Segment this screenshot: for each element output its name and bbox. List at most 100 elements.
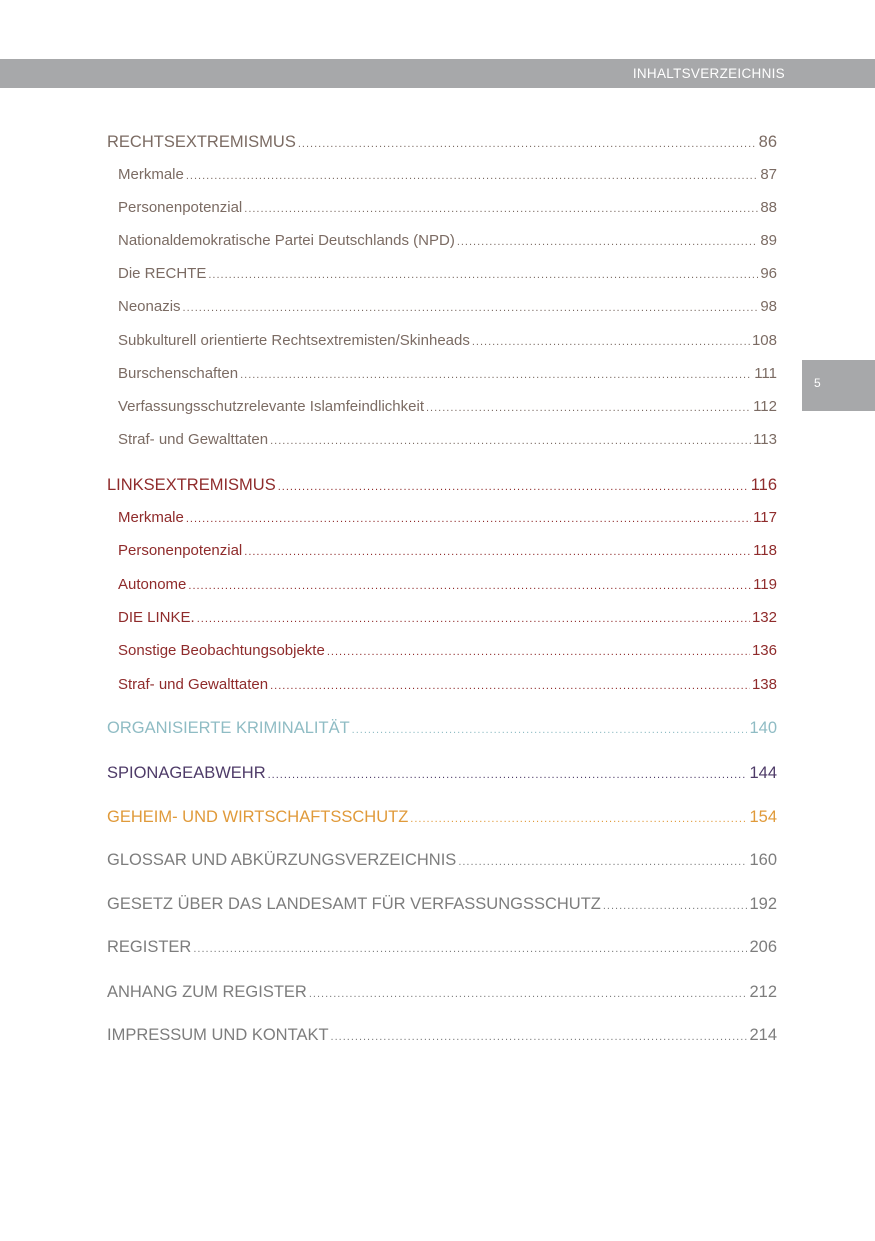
dot-leader (278, 475, 749, 497)
dot-leader (197, 608, 750, 629)
dot-leader (186, 508, 751, 529)
toc-entry[interactable]: GLOSSAR UND ABKÜRZUNGSVERZEICHNIS 160 (107, 850, 777, 870)
toc-entry-page: 132 (751, 609, 777, 626)
toc-entry-label: ORGANISIERTE KRIMINALITÄT (107, 719, 350, 737)
dot-leader (352, 718, 748, 740)
toc-entry-label: Burschenschaften (118, 365, 239, 382)
toc-entry[interactable]: RECHTSEXTREMISMUS 86 (107, 132, 777, 152)
toc-entry[interactable]: Straf- und Gewalttaten 138 (118, 675, 777, 695)
toc-entry[interactable]: Neonazis 98 (118, 297, 777, 317)
dot-leader (410, 807, 747, 829)
toc-entry-page: 160 (749, 851, 777, 869)
toc-entry[interactable]: DIE LINKE. 132 (118, 608, 777, 628)
toc-entry-page: 119 (753, 576, 777, 593)
toc-entry-label: Nationaldemokratische Partei Deutschland… (118, 232, 455, 249)
toc-entry[interactable]: SPIONAGEABWEHR 144 (107, 763, 777, 783)
toc-entry[interactable]: Merkmale 117 (118, 508, 777, 528)
dot-leader (240, 364, 752, 385)
dot-leader (183, 297, 759, 318)
header-bar (0, 59, 875, 88)
page-number-tab: 5 (802, 360, 875, 411)
toc-entry[interactable]: Subkulturell orientierte Rechtsextremist… (118, 331, 777, 351)
toc-entry[interactable]: GEHEIM- UND WIRTSCHAFTSSCHUTZ 154 (107, 807, 777, 827)
toc-entry[interactable]: Sonstige Beobachtungsobjekte 136 (118, 641, 777, 661)
dot-leader (270, 430, 751, 451)
toc-entry-page: 98 (760, 298, 777, 315)
dot-leader (186, 165, 758, 186)
toc-entry-page: 212 (749, 983, 777, 1001)
toc-entry-page: 118 (753, 542, 777, 559)
dot-leader (458, 850, 747, 872)
toc-entry-page: 214 (749, 1026, 777, 1044)
toc-entry-label: REGISTER (107, 938, 192, 956)
toc-entry[interactable]: Verfassungsschutzrelevante Islamfeindlic… (118, 397, 777, 417)
toc-entry-page: 192 (749, 895, 777, 913)
dot-leader (188, 575, 751, 596)
toc-entry-label: Straf- und Gewalttaten (118, 431, 269, 448)
toc-entry-page: 112 (753, 398, 777, 415)
toc-entry-label: Personenpotenzial (118, 542, 243, 559)
dot-leader (331, 1025, 748, 1047)
dot-leader (457, 231, 759, 252)
toc-entry[interactable]: ORGANISIERTE KRIMINALITÄT 140 (107, 718, 777, 738)
toc-entry[interactable]: ANHANG ZUM REGISTER 212 (107, 982, 777, 1002)
toc-entry-page: 154 (749, 808, 777, 826)
toc-entry-label: Merkmale (118, 166, 184, 183)
toc-entry-page: 116 (750, 476, 777, 494)
toc-entry-page: 111 (754, 365, 777, 382)
toc-entry[interactable]: GESETZ ÜBER DAS LANDESAMT FÜR VERFASSUNG… (107, 894, 777, 914)
toc-entry-label: Die RECHTE (118, 265, 207, 282)
dot-leader (208, 264, 758, 285)
toc-entry-label: GLOSSAR UND ABKÜRZUNGSVERZEICHNIS (107, 851, 457, 869)
dot-leader (309, 982, 748, 1004)
dot-leader (244, 541, 751, 562)
toc-entry[interactable]: REGISTER 206 (107, 937, 777, 957)
toc-entry-page: 117 (753, 509, 777, 526)
toc-entry-label: GEHEIM- UND WIRTSCHAFTSSCHUTZ (107, 808, 409, 826)
toc-entry[interactable]: IMPRESSUM UND KONTAKT 214 (107, 1025, 777, 1045)
toc-entry-page: 87 (760, 166, 777, 183)
toc-entry-page: 88 (760, 199, 777, 216)
toc-entry[interactable]: Die RECHTE 96 (118, 264, 777, 284)
toc-entry[interactable]: Personenpotenzial 118 (118, 541, 777, 561)
toc-entry-label: DIE LINKE. (118, 609, 195, 626)
dot-leader (603, 894, 748, 916)
toc-entry-page: 136 (751, 642, 777, 659)
toc-entry[interactable]: Autonome 119 (118, 575, 777, 595)
dot-leader (244, 198, 758, 219)
toc-entry-page: 113 (753, 431, 777, 448)
toc-entry-page: 144 (749, 764, 777, 782)
toc-entry-label: ANHANG ZUM REGISTER (107, 983, 307, 1001)
section-title: INHALTSVERZEICHNIS (632, 66, 785, 81)
toc-entry-label: Verfassungsschutzrelevante Islamfeindlic… (118, 398, 424, 415)
toc-entry[interactable]: Personenpotenzial 88 (118, 198, 777, 218)
toc-entry[interactable]: Straf- und Gewalttaten 113 (118, 430, 777, 450)
toc-entry-page: 86 (758, 133, 777, 151)
toc-entry-page: 108 (751, 332, 777, 349)
dot-leader (193, 937, 747, 959)
toc-entry-label: Sonstige Beobachtungsobjekte (118, 642, 325, 659)
dot-leader (268, 763, 748, 785)
toc-entry-page: 138 (751, 676, 777, 693)
toc-entry-page: 89 (760, 232, 777, 249)
toc-entry-label: Autonome (118, 576, 187, 593)
toc-entry-page: 206 (749, 938, 777, 956)
toc-entry-label: LINKSEXTREMISMUS (107, 476, 276, 494)
toc-entry-label: Merkmale (118, 509, 184, 526)
toc-entry-label: SPIONAGEABWEHR (107, 764, 266, 782)
dot-leader (472, 331, 750, 352)
toc-entry-label: RECHTSEXTREMISMUS (107, 133, 296, 151)
dot-leader (327, 641, 750, 662)
toc-entry[interactable]: LINKSEXTREMISMUS 116 (107, 475, 777, 495)
toc-entry-page: 96 (760, 265, 777, 282)
dot-leader (298, 132, 757, 154)
toc-entry-label: GESETZ ÜBER DAS LANDESAMT FÜR VERFASSUNG… (107, 895, 601, 913)
toc-entry[interactable]: Nationaldemokratische Partei Deutschland… (118, 231, 777, 251)
toc-entry[interactable]: Burschenschaften 111 (118, 364, 777, 384)
dot-leader (426, 397, 751, 418)
toc-entry-label: Subkulturell orientierte Rechtsextremist… (118, 332, 470, 349)
toc-entry-label: Neonazis (118, 298, 181, 315)
toc-entry-label: Straf- und Gewalttaten (118, 676, 269, 693)
toc-entry[interactable]: Merkmale 87 (118, 165, 777, 185)
